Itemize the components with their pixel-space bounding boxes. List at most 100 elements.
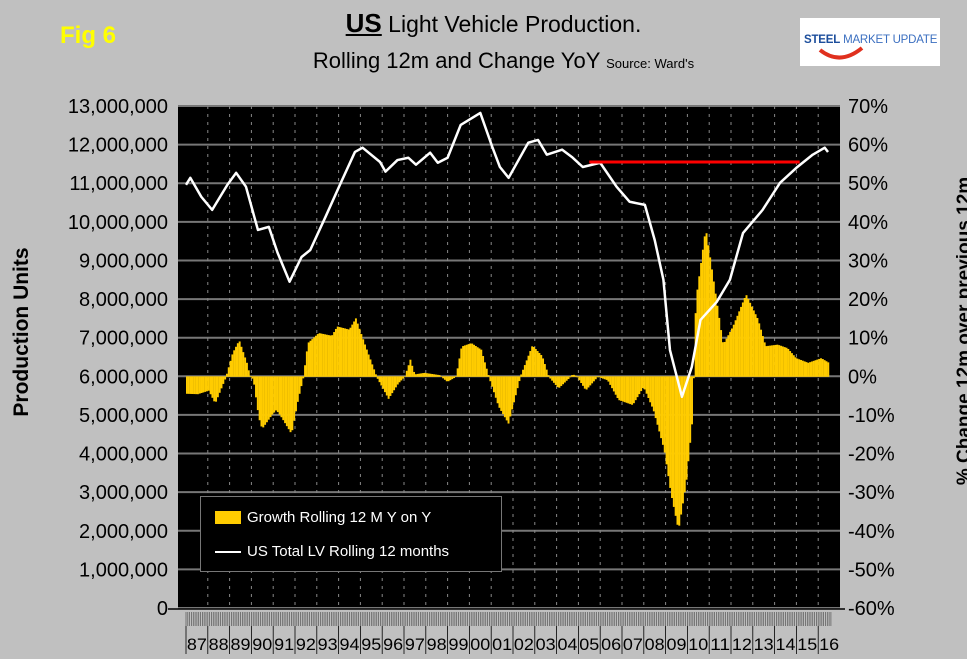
growth-bar [256,376,259,411]
growth-bar [462,346,465,377]
growth-bar [703,236,706,377]
growth-bar [560,376,563,386]
growth-bar [351,324,354,377]
growth-bar [220,376,223,389]
growth-bar [305,351,308,377]
x-tick-label: 11 [710,635,730,654]
growth-bar [216,376,219,398]
growth-bar [249,376,252,378]
x-tick-label: 02 [514,635,534,654]
growth-bar [665,376,668,465]
growth-bar [275,376,277,411]
growth-bar [325,334,328,377]
growth-bar [271,376,274,415]
growth-bar [518,376,521,382]
legend-item-total: US Total LV Rolling 12 months [215,543,449,560]
growth-bar [687,376,690,462]
x-tick-label: 91 [274,635,294,654]
growth-bar [454,376,457,378]
growth-bar [629,376,632,405]
growth-bar [660,376,663,439]
growth-bar [209,376,212,395]
growth-bar [556,376,559,388]
growth-bars [186,233,830,526]
growth-bar [202,376,205,393]
legend-swatch-line [215,550,241,553]
growth-bar [781,346,784,377]
growth-bar [669,376,672,488]
growth-bar [298,376,301,394]
growth-bar [258,376,261,421]
x-tick-label: 97 [405,635,425,654]
growth-bar [278,376,281,415]
growth-bar [558,376,561,388]
growth-bar [285,376,288,427]
growth-bar [422,373,425,377]
x-tick-label: 89 [231,635,251,654]
growth-bar [821,359,824,377]
growth-bar [800,359,802,377]
growth-bar [705,233,708,377]
growth-bar [592,376,595,382]
growth-bar [411,365,414,377]
growth-bar [543,364,546,377]
y2-tick-label: 40% [848,212,888,234]
growth-bar [761,336,764,377]
growth-bar [656,376,659,425]
growth-bar [494,376,497,398]
growth-bar [720,330,723,377]
growth-bar [204,376,207,392]
growth-bar [663,376,666,453]
y2-tick-label: 30% [848,250,888,272]
title-us: US [345,8,382,38]
growth-bar [369,359,372,377]
growth-bar [434,374,437,377]
growth-bar [394,376,397,388]
growth-bar [516,376,519,389]
growth-bar [661,376,664,445]
growth-bar [453,376,455,379]
growth-bar [632,376,635,404]
x-tick-label: 88 [209,635,229,654]
growth-bar [625,376,628,403]
growth-bar [747,299,750,377]
growth-bar [195,376,198,395]
growth-bar [623,376,626,403]
growth-bar [538,353,541,377]
growth-bar [425,373,428,377]
growth-bar [812,360,815,377]
growth-bar [798,359,801,377]
y-tick-label: 13,000,000 [68,96,168,118]
chart-subtitle: Rolling 12m and Change YoY Source: Ward'… [0,48,967,74]
growth-bar [578,376,581,381]
growth-bar [218,376,221,393]
growth-bar [763,342,766,377]
growth-bar [551,376,554,381]
growth-bar [618,376,621,401]
growth-bar [754,314,757,377]
growth-bar [513,376,515,403]
growth-bar [567,376,570,380]
growth-bar [493,376,495,393]
growth-bar [235,346,237,377]
growth-bar [569,376,572,378]
x-tick-label: 15 [797,635,817,654]
growth-bar [810,361,813,377]
growth-bar [295,376,297,412]
growth-bar [565,376,568,381]
growth-bar [213,376,216,402]
growth-bar [198,376,201,394]
growth-bar [231,354,234,377]
growth-bar [591,376,594,384]
y2-tick-label: -30% [848,482,895,504]
growth-bar [667,376,670,477]
growth-bar [229,360,232,377]
growth-bar [716,305,719,377]
growth-bar [225,373,228,377]
growth-bar [431,373,434,377]
legend-item-growth: Growth Rolling 12 M Y on Y [215,509,431,526]
growth-bar [776,344,779,377]
growth-bar [265,376,268,423]
x-tick-label: 03 [536,635,556,654]
